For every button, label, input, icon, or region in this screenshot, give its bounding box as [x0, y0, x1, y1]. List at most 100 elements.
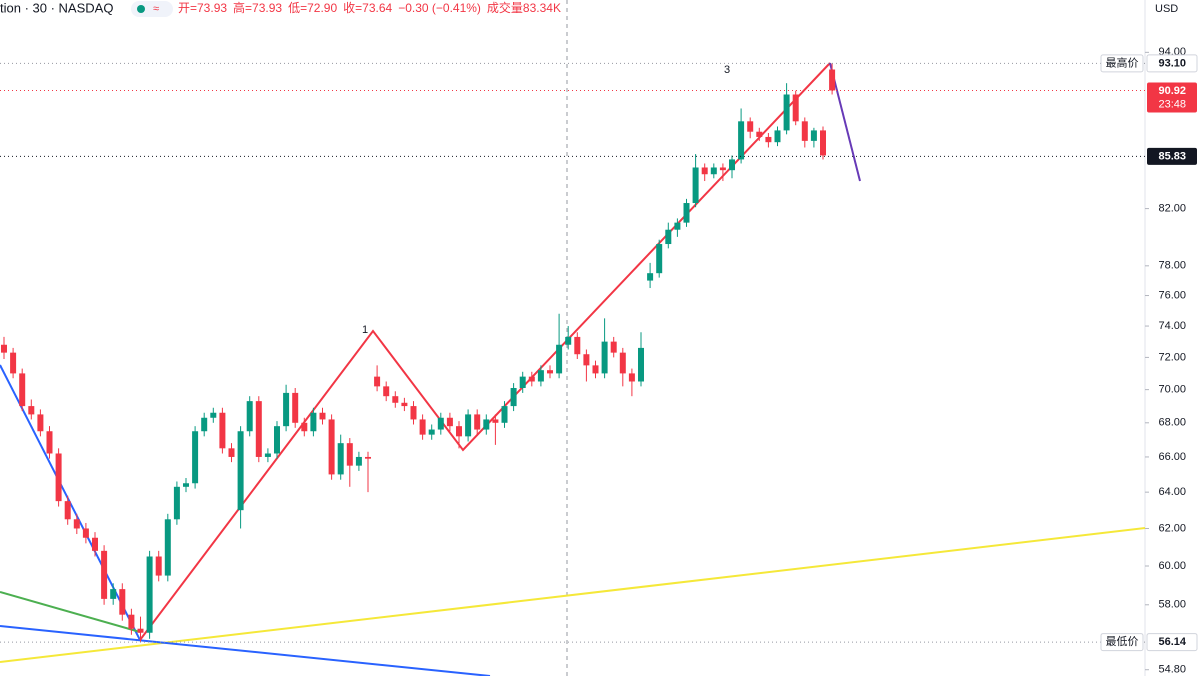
header-item: 开=73.93	[178, 1, 227, 15]
header-item: 低=72.90	[288, 1, 337, 15]
candle-body	[155, 556, 162, 576]
header: tion · 30 · NASDAQ ≈ 开=73.93 高=73.93 低=72.…	[0, 0, 561, 17]
y-tick-label: 76.00	[1158, 289, 1186, 301]
price-tag-label: 85.83	[1158, 150, 1186, 162]
candle-body	[565, 336, 572, 345]
candle-body	[729, 159, 735, 171]
price-tag-label: 56.14	[1158, 636, 1186, 648]
candle-body	[283, 392, 290, 427]
price-tag-title	[1100, 54, 1144, 73]
y-tick-label: 74.00	[1158, 320, 1186, 332]
candle-body	[64, 501, 71, 520]
candle-body	[365, 456, 371, 459]
candle-body	[328, 419, 335, 475]
header-icon: ≈	[153, 3, 159, 15]
candle-body	[601, 341, 608, 374]
candle-body	[592, 365, 599, 374]
candle-body	[820, 130, 826, 156]
candle-body	[201, 417, 208, 432]
candle-body	[792, 94, 799, 122]
candle-body	[101, 550, 108, 599]
candle-body	[701, 167, 708, 175]
y-tick-label: 62.00	[1158, 522, 1186, 534]
candle-body	[638, 347, 644, 382]
candle-body	[528, 376, 535, 382]
candle-body	[547, 370, 553, 374]
candle-body	[656, 244, 663, 274]
candle-body	[164, 519, 171, 576]
candle-body	[310, 412, 317, 432]
candle-body	[146, 556, 153, 633]
candle-body	[510, 387, 517, 407]
candle-body	[255, 401, 262, 457]
candle-body	[401, 402, 408, 407]
candle-body	[128, 614, 135, 629]
y-tick-label: 70.00	[1158, 384, 1186, 396]
candle-body	[610, 341, 617, 353]
candle-body	[210, 412, 217, 418]
candle-body	[392, 396, 399, 403]
candle-body	[474, 414, 481, 430]
candle-body	[810, 130, 817, 141]
candle-body	[73, 519, 80, 529]
candle-body	[82, 528, 89, 538]
ohlc-header: 开=73.93 高=73.93 低=72.90 收=73.64 −0.30 (−0.41…	[178, 0, 561, 15]
wave-label: 3	[724, 64, 730, 76]
candle-body	[264, 453, 271, 457]
candle-body	[374, 376, 381, 387]
y-tick-label: 66.00	[1158, 451, 1186, 463]
header-icons	[131, 1, 173, 17]
y-tick-label: 54.80	[1158, 664, 1186, 676]
candle-body	[574, 336, 581, 355]
candle-body	[274, 426, 280, 454]
candle-body	[829, 69, 836, 91]
candle-body	[483, 419, 490, 430]
candle-body	[1, 344, 7, 353]
y-tick-label: 72.00	[1158, 351, 1186, 363]
candle-body	[738, 121, 745, 160]
candle-body	[301, 422, 308, 432]
candle-body	[628, 373, 635, 382]
candle-body	[428, 429, 435, 435]
candle-body	[137, 628, 144, 633]
header-item: 成交量83.34K	[487, 0, 561, 15]
candle-body	[346, 443, 353, 466]
price-tag-label: 90.92	[1158, 85, 1186, 97]
y-tick-label: 82.00	[1158, 203, 1186, 215]
price-tag	[1146, 633, 1198, 652]
candle-body	[765, 136, 772, 143]
candle-body	[319, 412, 326, 420]
candle-body	[237, 431, 244, 511]
candle-body	[437, 417, 444, 430]
candle-body	[692, 167, 699, 204]
candle-body	[292, 392, 299, 423]
candle-body	[46, 431, 53, 454]
candle-body	[456, 426, 462, 437]
y-tick-label: 58.00	[1158, 599, 1186, 611]
candle-body	[173, 486, 180, 520]
y-tick-label: 60.00	[1158, 560, 1186, 572]
candle-body	[774, 130, 781, 143]
candle-body	[246, 401, 253, 432]
candle-body	[228, 448, 235, 457]
y-tick-label: 78.00	[1158, 260, 1186, 272]
candle-body	[519, 376, 526, 388]
candle-body	[583, 354, 590, 366]
candle-body	[37, 414, 44, 432]
header-item: 高=73.93	[233, 0, 282, 15]
status-dot	[137, 5, 145, 13]
candle-body	[446, 417, 453, 427]
symbol: tion · 30 · NASDAQ	[0, 0, 113, 15]
candle-body	[28, 406, 35, 415]
candle-body	[355, 456, 362, 466]
wave-line	[139, 62, 831, 641]
candle-body	[492, 419, 499, 423]
candle-body	[183, 483, 189, 487]
candle-body	[383, 386, 390, 397]
y-tick-label: 64.00	[1158, 486, 1186, 498]
candle-body	[756, 131, 763, 137]
candle-body	[619, 352, 626, 374]
candle-body	[337, 443, 344, 475]
